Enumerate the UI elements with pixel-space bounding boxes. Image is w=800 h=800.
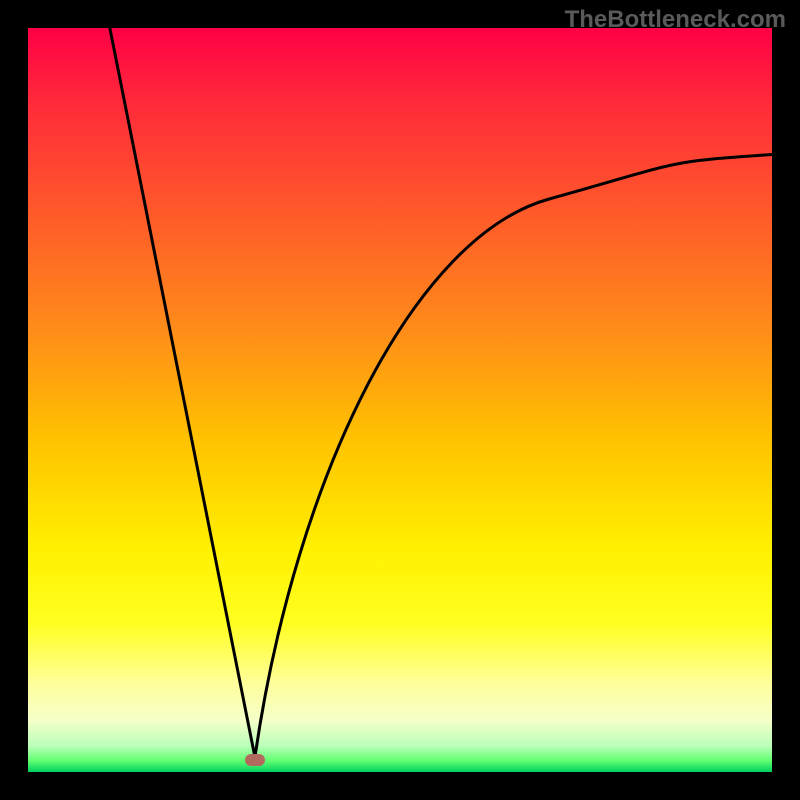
chart-container: TheBottleneck.com	[0, 0, 800, 800]
minimum-marker	[245, 754, 265, 766]
watermark-text: TheBottleneck.com	[565, 6, 786, 34]
plot-area	[28, 28, 772, 772]
bottleneck-curve	[28, 28, 772, 772]
